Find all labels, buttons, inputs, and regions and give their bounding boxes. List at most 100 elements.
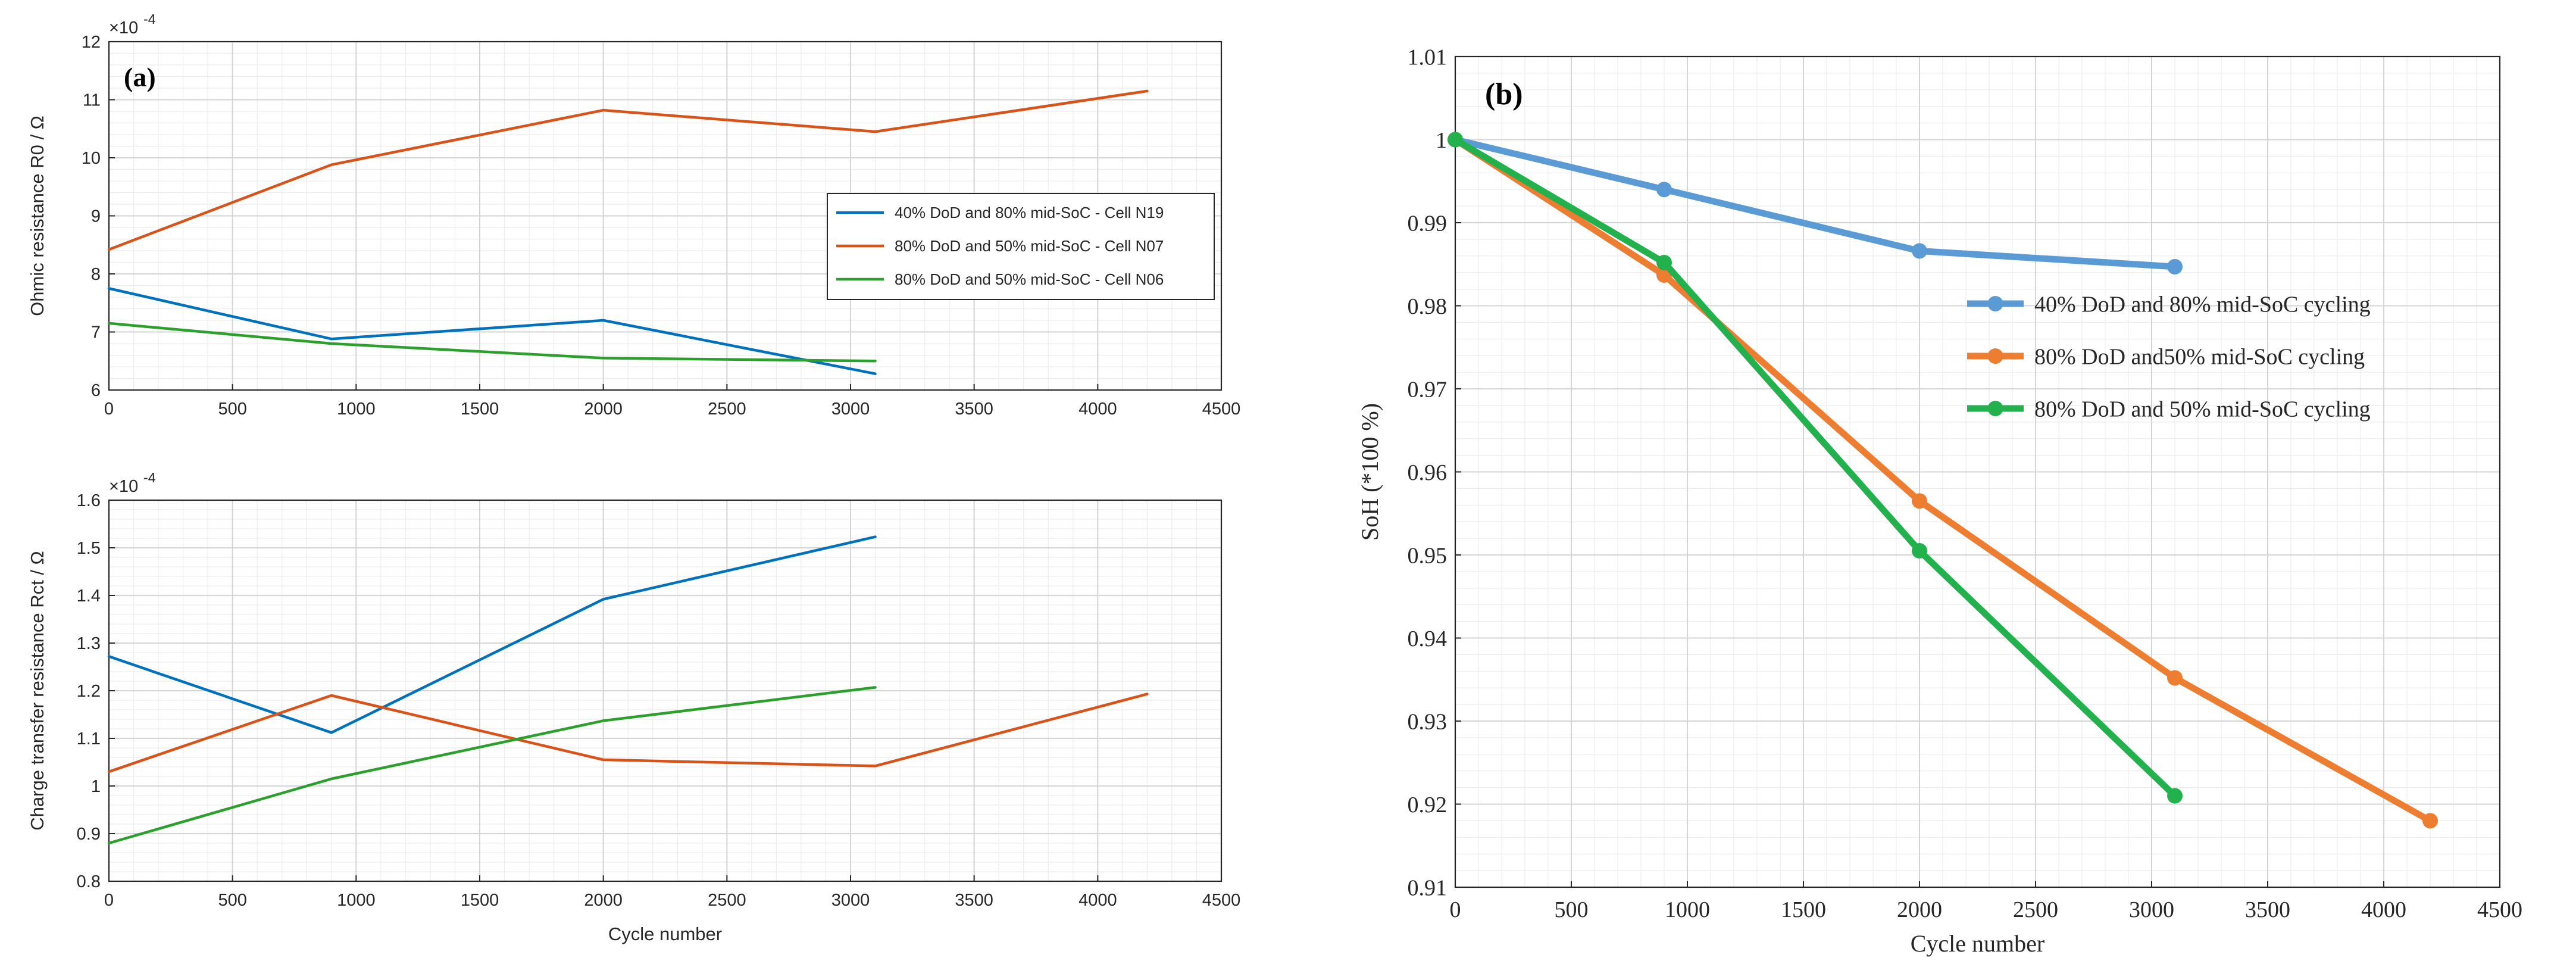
legend-soh: 40% DoD and 80% mid-SoC cycling 80% DoD a… bbox=[1967, 292, 2371, 422]
x-tick-label: 500 bbox=[1555, 897, 1589, 922]
legend-label: 80% DoD and 50% mid-SoC - Cell N06 bbox=[895, 270, 1164, 288]
grid bbox=[108, 500, 1222, 882]
y-exponent: ×10 bbox=[109, 18, 138, 38]
data-point bbox=[2167, 258, 2183, 274]
x-tick-label: 3500 bbox=[2245, 897, 2290, 922]
legend-r0: 40% DoD and 80% mid-SoC - Cell N19 80% Do… bbox=[827, 193, 1215, 300]
legend-label: 80% DoD and 50% mid-SoC cycling bbox=[2034, 397, 2371, 422]
x-tick-label: 2000 bbox=[584, 400, 623, 419]
x-axis-label: Cycle number bbox=[608, 924, 722, 944]
legend-marker bbox=[1987, 296, 2003, 311]
chart-panel-3: 0 500 1000 1500 2000 2500 3000 3500 4000 4500 0.91… bbox=[1356, 45, 2522, 957]
y-tick-label: 0.94 bbox=[1408, 626, 1448, 651]
y-tick-label: 1.3 bbox=[77, 634, 101, 653]
series-2 bbox=[107, 89, 1149, 251]
x-tick-label: 2500 bbox=[2013, 897, 2058, 922]
x-tick-label: 4500 bbox=[2477, 897, 2522, 922]
x-axis-label: Cycle number bbox=[1911, 930, 2045, 957]
x-tick-label: 1500 bbox=[1781, 897, 1826, 922]
y-tick-label: 0.97 bbox=[1408, 377, 1448, 402]
x-tick-label: 4000 bbox=[1078, 400, 1117, 419]
legend-label: 40% DoD and 80% mid-SoC - Cell N19 bbox=[895, 204, 1164, 222]
x-tick-label: 0 bbox=[104, 400, 114, 419]
x-tick-label: 1500 bbox=[461, 400, 499, 419]
series-line bbox=[1452, 136, 2178, 270]
x-tick-label: 3000 bbox=[831, 891, 870, 910]
x-tick-label: 4500 bbox=[1202, 891, 1241, 910]
x-tick-label: 1500 bbox=[461, 891, 499, 910]
x-tick-label: 1000 bbox=[337, 891, 376, 910]
x-tick-label: 4000 bbox=[2361, 897, 2406, 922]
x-tick-label: 4500 bbox=[1202, 400, 1241, 419]
series-line bbox=[107, 535, 877, 734]
y-exponent-power: -4 bbox=[143, 470, 156, 485]
y-tick-label: 1.5 bbox=[77, 539, 101, 558]
panel-label: (b) bbox=[1485, 77, 1523, 111]
series-line bbox=[107, 693, 1149, 773]
data-point bbox=[1912, 243, 1927, 259]
x-tick-label: 500 bbox=[218, 400, 246, 419]
y-tick-label: 10 bbox=[82, 149, 101, 168]
data-point bbox=[2422, 813, 2438, 829]
data-point bbox=[1448, 132, 1463, 148]
legend-label: 80% DoD and50% mid-SoC cycling bbox=[2034, 344, 2365, 369]
series-1 bbox=[107, 535, 877, 734]
series-line bbox=[107, 322, 877, 363]
y-tick-label: 0.96 bbox=[1408, 460, 1448, 485]
y-tick-label: 6 bbox=[91, 381, 101, 400]
y-tick-label: 11 bbox=[83, 91, 101, 110]
series-line bbox=[107, 89, 1149, 251]
y-axis-label: Ohmic resistance R0 / Ω bbox=[27, 116, 48, 316]
x-tick-label: 0 bbox=[104, 891, 114, 910]
x-tick-label: 3000 bbox=[831, 400, 870, 419]
x-tick-label: 2500 bbox=[708, 400, 746, 419]
y-tick-label: 0.95 bbox=[1408, 543, 1448, 568]
series-line bbox=[107, 287, 877, 375]
series-line bbox=[107, 686, 877, 845]
y-tick-label: 0.93 bbox=[1408, 709, 1448, 734]
y-tick-label: 1.6 bbox=[77, 491, 101, 510]
x-tick-label: 3500 bbox=[955, 400, 993, 419]
grid bbox=[1455, 56, 2500, 888]
series-3 bbox=[107, 322, 877, 363]
legend-label: 80% DoD and 50% mid-SoC - Cell N07 bbox=[895, 237, 1164, 255]
data-point bbox=[1656, 182, 1672, 198]
x-tick-label: 3500 bbox=[955, 891, 993, 910]
data-point bbox=[2167, 788, 2183, 804]
data-point bbox=[1656, 254, 1672, 270]
series-1 bbox=[107, 287, 877, 375]
legend-marker bbox=[1987, 348, 2003, 364]
x-tick-label: 0 bbox=[1450, 897, 1461, 922]
y-tick-label: 0.9 bbox=[77, 825, 101, 844]
x-tick-label: 3000 bbox=[2129, 897, 2174, 922]
y-tick-label: 1.2 bbox=[77, 682, 101, 701]
y-tick-label: 1 bbox=[91, 777, 101, 796]
x-tick-label: 2000 bbox=[584, 891, 623, 910]
x-tick-label: 500 bbox=[218, 891, 246, 910]
series-line bbox=[1452, 136, 2178, 800]
y-axis-label: SoH (*100 %) bbox=[1356, 403, 1383, 541]
y-tick-label: 0.98 bbox=[1408, 294, 1448, 319]
y-tick-label: 0.8 bbox=[77, 872, 101, 891]
legend-marker bbox=[1987, 401, 2003, 416]
y-axis-label: Charge transfer resistance Rct / Ω bbox=[27, 551, 48, 830]
y-tick-label: 12 bbox=[82, 33, 101, 52]
x-tick-label: 1000 bbox=[337, 400, 376, 419]
y-tick-label: 8 bbox=[91, 265, 101, 284]
x-tick-label: 1000 bbox=[1665, 897, 1710, 922]
y-tick-label: 1 bbox=[1436, 128, 1447, 153]
y-exponent-power: -4 bbox=[143, 11, 156, 27]
legend-box bbox=[827, 193, 1215, 300]
x-tick-label: 4000 bbox=[1078, 891, 1117, 910]
y-tick-label: 1.01 bbox=[1408, 45, 1448, 70]
x-tick-label: 2500 bbox=[708, 891, 746, 910]
data-point bbox=[2167, 670, 2183, 686]
y-exponent: ×10 bbox=[109, 477, 138, 496]
data-point bbox=[1912, 543, 1927, 559]
panel-label: (a) bbox=[124, 62, 156, 92]
series-3 bbox=[107, 686, 877, 845]
data-point bbox=[1912, 493, 1927, 509]
series-2 bbox=[107, 693, 1149, 773]
legend-label: 40% DoD and 80% mid-SoC cycling bbox=[2034, 292, 2371, 317]
